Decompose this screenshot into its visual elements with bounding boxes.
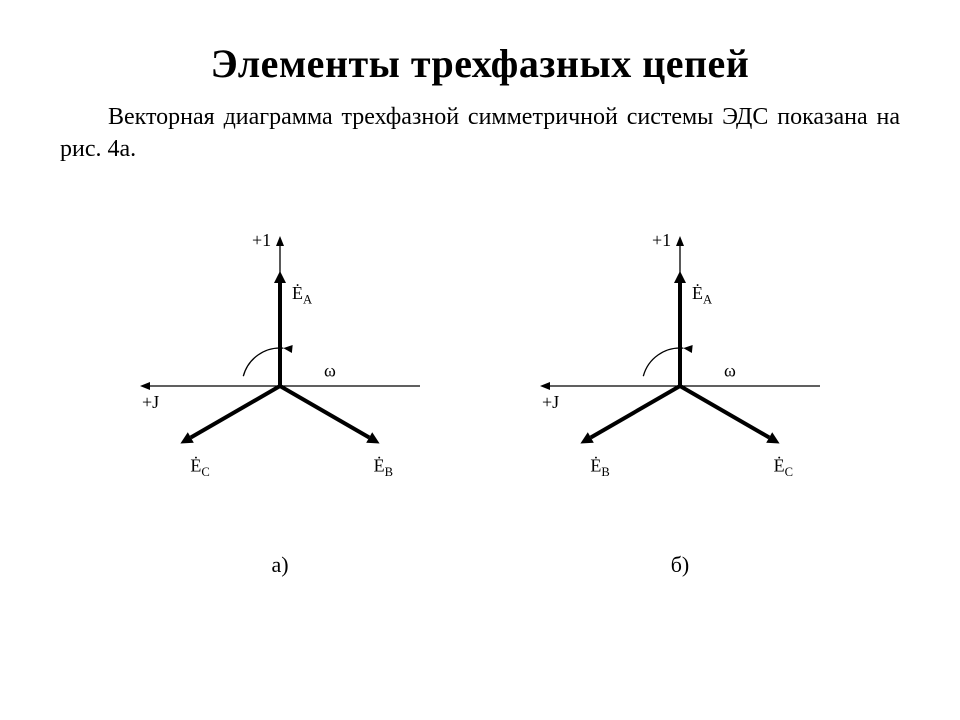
svg-text:ĖA: ĖA bbox=[692, 283, 712, 307]
caption-a: а) bbox=[271, 552, 288, 578]
svg-text:ĖВ: ĖВ bbox=[374, 455, 393, 479]
svg-text:+1: +1 bbox=[252, 230, 271, 250]
diagram-a: +1 +J ω ĖA ĖС ĖВ а) bbox=[100, 186, 460, 578]
svg-text:ĖВ: ĖВ bbox=[590, 455, 609, 479]
page-title: Элементы трехфазных цепей bbox=[60, 40, 900, 87]
phasor-svg-a: +1 +J ω ĖA ĖС ĖВ bbox=[100, 186, 460, 546]
svg-text:ω: ω bbox=[324, 360, 336, 380]
svg-text:ĖС: ĖС bbox=[774, 455, 793, 479]
svg-text:+1: +1 bbox=[652, 230, 671, 250]
svg-text:+J: +J bbox=[142, 392, 159, 412]
phasor-svg-b: +1 +J ω ĖA ĖВ ĖС bbox=[500, 186, 860, 546]
svg-text:ĖС: ĖС bbox=[190, 455, 209, 479]
diagram-b: +1 +J ω ĖA ĖВ ĖС б) bbox=[500, 186, 860, 578]
page-subtitle: Векторная диаграмма трехфазной симметрич… bbox=[60, 101, 900, 166]
diagram-row: +1 +J ω ĖA ĖС ĖВ а) +1 +J ω ĖA ĖВ ĖС б) bbox=[60, 186, 900, 578]
svg-text:+J: +J bbox=[542, 392, 559, 412]
svg-text:ĖA: ĖA bbox=[292, 283, 312, 307]
svg-text:ω: ω bbox=[724, 360, 736, 380]
caption-b: б) bbox=[671, 552, 690, 578]
